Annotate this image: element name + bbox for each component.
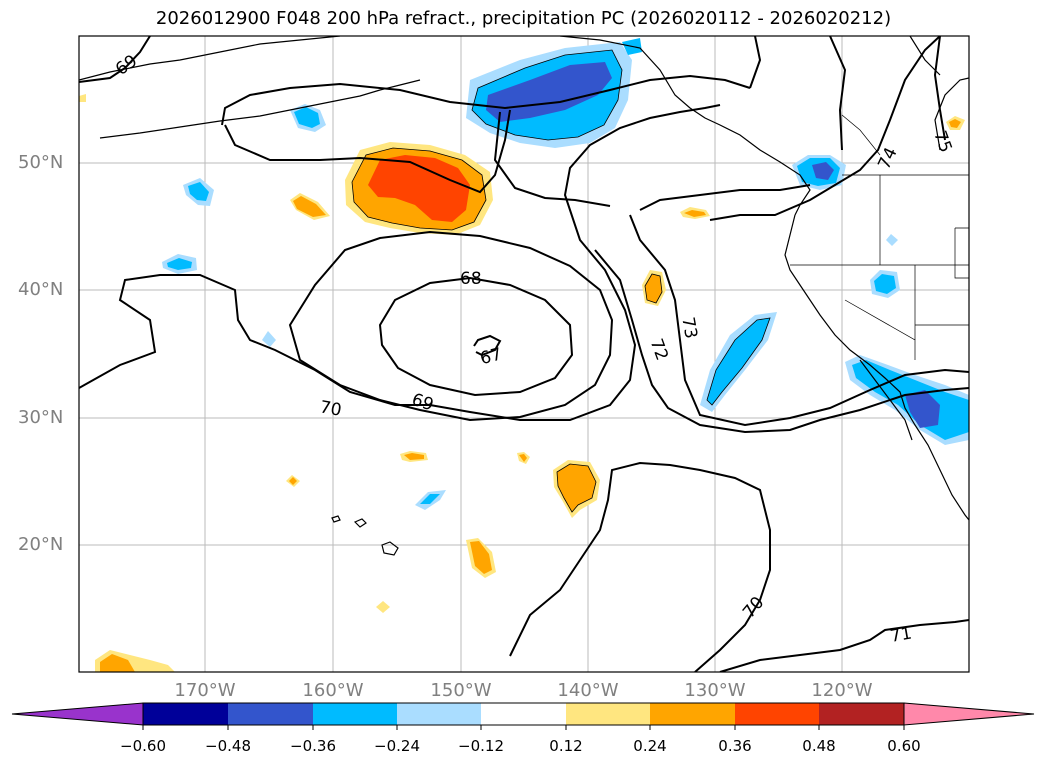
colorbar-tick-1: −0.48 (205, 737, 251, 755)
lon-label-160w: 160°W (302, 680, 364, 701)
lat-label-20n: 20°N (18, 534, 64, 555)
contour-72 (594, 249, 969, 434)
precip-fills (79, 38, 969, 672)
lon-label-130w: 130°W (684, 680, 746, 701)
contour-69 (288, 230, 614, 422)
colorbar-over (903, 702, 1035, 726)
contour-68 (378, 276, 574, 397)
political-borders (790, 114, 969, 360)
precip-outlines (351, 49, 771, 513)
map-title: 2026012900 F048 200 hPa refract., precip… (155, 8, 892, 29)
contour-73 (629, 214, 969, 427)
contour-label-70-south: 70 (739, 593, 768, 622)
lat-label-50n: 50°N (18, 152, 64, 173)
colorbar-tick-6: 0.24 (633, 737, 667, 755)
lat-label-40n: 40°N (18, 279, 64, 300)
lat-label-30n: 30°N (18, 407, 64, 428)
contour-70-top (221, 74, 751, 126)
contour-75 (933, 36, 946, 141)
contour-label-67: 67 (478, 344, 504, 369)
contour-label-72: 72 (646, 336, 672, 363)
contour-70 (79, 104, 721, 421)
contour-label-75: 75 (929, 128, 955, 155)
contour-label-71: 71 (889, 623, 914, 646)
contour-67 (473, 334, 502, 357)
contour-label-70: 70 (318, 397, 343, 420)
lon-label-140w: 140°W (557, 680, 619, 701)
colorbar-tick-3: −0.24 (374, 737, 420, 755)
colorbar-tick-7: 0.36 (718, 737, 752, 755)
map-frame (78, 35, 970, 673)
colorbar-tick-4: −0.12 (458, 737, 504, 755)
colorbar-tick-0: −0.60 (120, 737, 166, 755)
lon-label-170w: 170°W (174, 680, 236, 701)
colorbar (11, 702, 1035, 730)
contour-label-73: 73 (677, 316, 700, 341)
colorbar-tick-5: 0.12 (549, 737, 583, 755)
colorbar-tick-2: −0.36 (290, 737, 336, 755)
refractivity-contours (79, 36, 969, 672)
lon-label-120w: 120°W (811, 680, 873, 701)
colorbar-under (11, 702, 144, 726)
contour-69-top (79, 36, 151, 83)
contour-label-68: 68 (460, 269, 482, 289)
contour-74 (709, 36, 941, 221)
lon-label-150w: 150°W (430, 680, 492, 701)
contour-70b (509, 461, 771, 672)
colorbar-tick-8: 0.48 (802, 737, 836, 755)
contour-71 (719, 619, 969, 672)
colorbar-tick-9: 0.60 (887, 737, 921, 755)
